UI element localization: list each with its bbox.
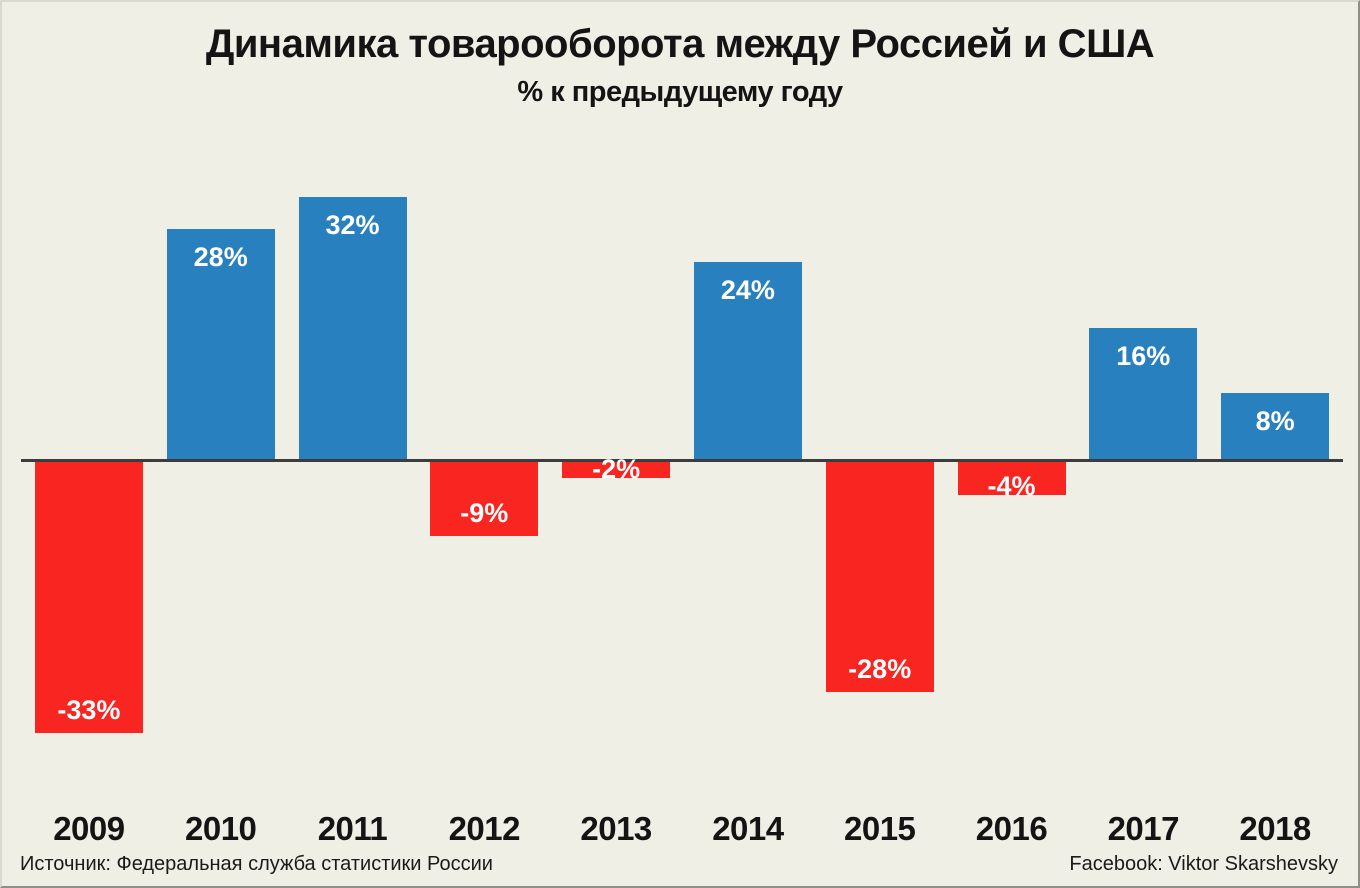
bar-value-label: 32% <box>325 209 380 240</box>
bar-2014: 24% <box>693 262 802 459</box>
bar-value-label: -4% <box>987 470 1036 501</box>
bar-2011: 32% <box>298 196 407 459</box>
x-tick-2017: 2017 <box>1107 810 1180 847</box>
x-tick-2011: 2011 <box>317 810 388 847</box>
x-tick-2015: 2015 <box>843 810 916 847</box>
bar-2017: 16% <box>1089 327 1198 459</box>
credit-note: Facebook: Viktor Skarshevsky <box>1069 853 1338 875</box>
x-tick-2010: 2010 <box>184 810 257 847</box>
bar-value-label: 8% <box>1255 406 1295 437</box>
bar-value-label: 24% <box>720 275 775 306</box>
bar-2013: -2% <box>562 454 671 484</box>
bar-value-label: -9% <box>460 497 509 528</box>
bar-2016: -4% <box>957 462 1066 501</box>
bar-value-label: -28% <box>848 653 912 684</box>
x-tick-2009: 2009 <box>53 810 125 847</box>
bar-2009: -33% <box>34 462 143 733</box>
bar-value-label: 16% <box>1116 340 1171 371</box>
x-tick-2014: 2014 <box>712 810 784 847</box>
zero-axis-line <box>21 459 1343 462</box>
x-tick-2016: 2016 <box>975 810 1048 847</box>
bar-value-label: -33% <box>57 694 121 725</box>
bar-2012: -9% <box>430 462 539 536</box>
x-tick-2013: 2013 <box>580 810 652 847</box>
bar-value-label: -2% <box>592 454 641 485</box>
bar-2018: 8% <box>1221 393 1330 459</box>
x-tick-2018: 2018 <box>1239 810 1311 847</box>
x-tick-2012: 2012 <box>448 810 521 847</box>
bar-value-label: 28% <box>193 242 248 273</box>
chart-subtitle: % к предыдущему году <box>517 76 843 108</box>
source-note: Источник: Федеральная служба статистики … <box>20 853 493 875</box>
chart-title: Динамика товарооборота между Россией и С… <box>205 22 1155 66</box>
bar-2015: -28% <box>825 462 934 692</box>
bar-2010: 28% <box>166 229 275 459</box>
